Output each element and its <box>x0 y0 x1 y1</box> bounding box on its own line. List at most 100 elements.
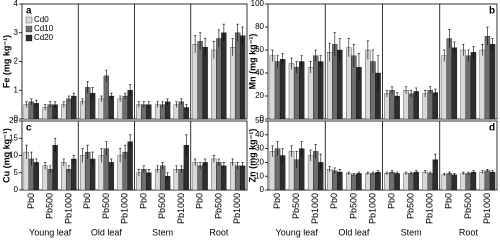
x-tick-label: Pb0 <box>444 193 454 209</box>
bar <box>197 41 203 120</box>
bar <box>221 32 227 120</box>
bar <box>103 75 110 120</box>
bar <box>288 151 295 191</box>
y-axis-label: Mn (mg kg⁻¹) <box>247 34 257 90</box>
bar <box>375 171 381 191</box>
bar <box>346 47 352 120</box>
x-tick-label: Pb0 <box>82 193 92 209</box>
bar <box>489 44 496 120</box>
bar <box>489 171 496 191</box>
y-tick-label: 40 <box>255 130 264 139</box>
bar <box>234 32 241 120</box>
bar <box>159 165 166 191</box>
bar <box>403 90 409 120</box>
bar <box>470 52 477 120</box>
panel-letter: c <box>26 123 32 134</box>
x-tick-label: Pb0 <box>26 193 36 209</box>
y-tick-label: 1 <box>14 85 19 94</box>
legend-swatch <box>25 16 33 24</box>
bar <box>117 98 123 120</box>
panel-letter: b <box>489 6 495 17</box>
bar <box>288 63 295 120</box>
bar <box>269 55 276 120</box>
y-tick-label: 0 <box>14 185 19 194</box>
y-axis-label: Cu (mg kg⁻¹) <box>1 128 11 183</box>
bar <box>465 55 472 120</box>
bar <box>239 35 246 120</box>
x-tick-label: Pb500 <box>463 193 473 219</box>
y-tick-label: 30 <box>255 144 264 153</box>
bar <box>313 55 319 120</box>
y-tick-label: 0 <box>260 185 265 194</box>
bar <box>66 98 72 120</box>
bar <box>192 162 198 191</box>
x-tick-label: Pb500 <box>348 193 358 219</box>
panel-letter: d <box>489 123 495 134</box>
y-tick-label: 3 <box>14 28 19 37</box>
x-tick-label: Pb1000 <box>367 193 377 224</box>
bar <box>441 174 447 191</box>
bar <box>451 174 458 191</box>
bar <box>108 95 115 120</box>
bar <box>202 162 208 191</box>
bar <box>299 61 305 120</box>
y-tick-label: 10 <box>9 151 18 160</box>
x-tick-label: Pb1000 <box>425 193 435 224</box>
bar <box>356 173 362 191</box>
y-tick-label: 50 <box>255 116 264 125</box>
bar <box>389 90 395 120</box>
x-tick-label: Pb1000 <box>310 193 320 224</box>
bar <box>269 151 276 191</box>
bar <box>408 173 414 191</box>
y-tick-label: 20 <box>255 91 264 100</box>
y-tick-label: 10 <box>255 171 264 180</box>
bar <box>197 165 203 191</box>
bar <box>71 158 77 191</box>
bar <box>484 36 491 120</box>
bar <box>318 61 324 120</box>
bar <box>346 173 352 191</box>
bar <box>427 90 433 120</box>
bar <box>192 44 198 120</box>
bar <box>279 59 286 120</box>
group-label: Old leaf <box>338 227 370 237</box>
bar <box>274 61 281 120</box>
panel-letter: a <box>26 6 32 17</box>
x-tick-label: Pb0 <box>386 193 396 209</box>
x-tick-label: Pb0 <box>138 193 148 209</box>
bar <box>365 49 371 120</box>
bar <box>408 93 414 120</box>
x-tick-label: Pb1000 <box>232 193 242 224</box>
bar <box>422 93 428 120</box>
x-tick-label: Pb500 <box>157 193 167 219</box>
bar <box>122 95 128 120</box>
y-tick-label: 0 <box>14 114 19 123</box>
x-tick-label: Pb500 <box>45 193 55 219</box>
bar <box>332 170 338 191</box>
bar <box>108 162 115 191</box>
y-axis-label: Zn (mg kg⁻¹) <box>247 129 257 183</box>
x-tick-label: Pb500 <box>406 193 416 219</box>
bar <box>460 49 466 120</box>
bar <box>389 171 395 191</box>
legend-label: Cd10 <box>34 24 54 33</box>
y-tick-label: 0 <box>260 114 265 123</box>
bar <box>484 170 491 191</box>
bar <box>441 55 447 120</box>
bar <box>307 67 314 120</box>
bar <box>98 98 105 120</box>
bar <box>351 174 357 191</box>
bar <box>422 171 428 191</box>
bar <box>71 95 77 120</box>
group-label: Root <box>459 227 479 237</box>
bar <box>403 173 409 191</box>
bar <box>413 171 419 191</box>
y-tick-label: 20 <box>255 158 264 167</box>
group-label: Old leaf <box>91 227 123 237</box>
y-tick-label: 15 <box>9 133 18 142</box>
bar <box>446 173 452 191</box>
bar <box>327 52 333 120</box>
group-label: Root <box>209 227 229 237</box>
x-tick-label: Pb0 <box>329 193 339 209</box>
bar <box>451 47 458 120</box>
